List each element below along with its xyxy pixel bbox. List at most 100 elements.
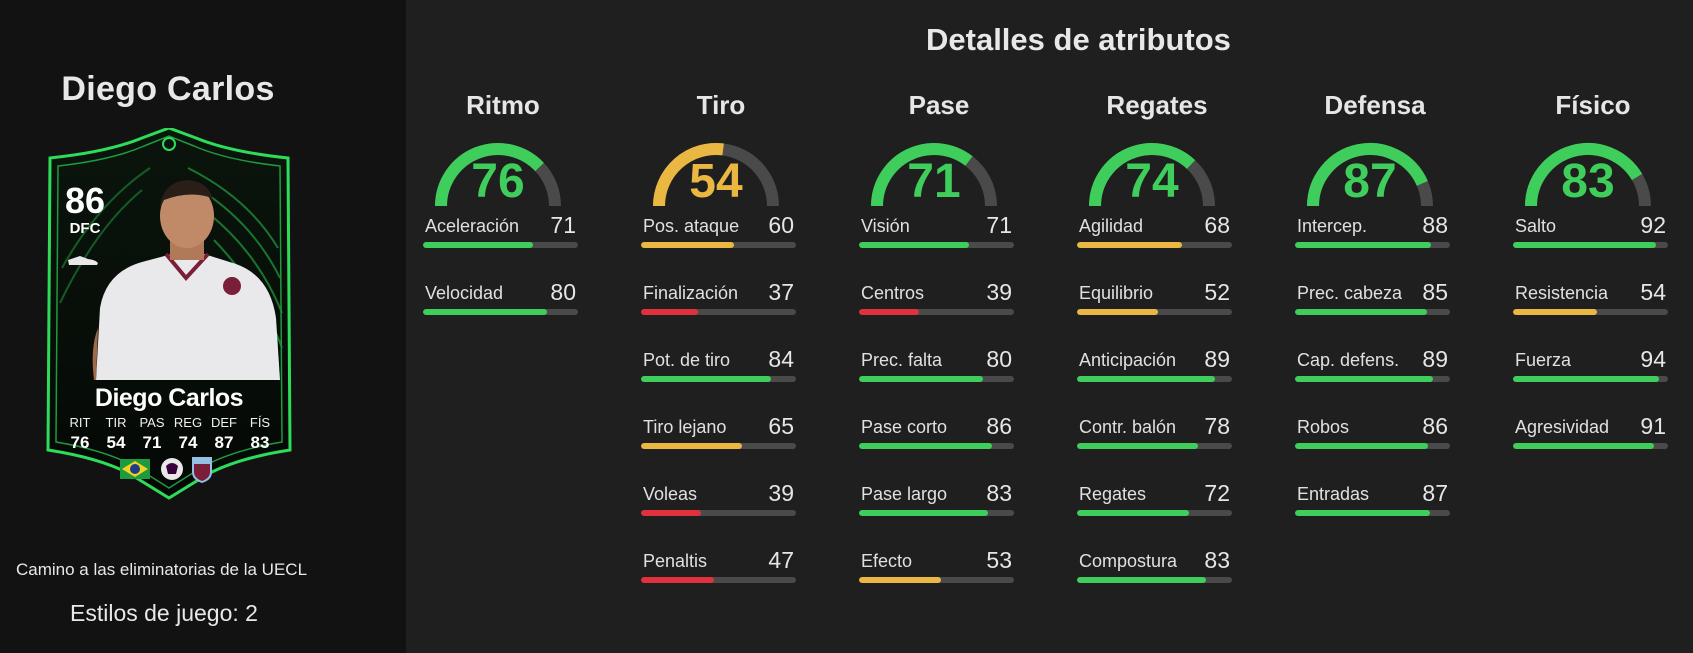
- card-rating: 86: [64, 180, 106, 221]
- attribute-value: 94: [1640, 346, 1666, 372]
- attribute-value: 87: [1422, 480, 1448, 506]
- attribute-name: Intercep.: [1297, 216, 1368, 236]
- attribute-bar: [1295, 376, 1450, 382]
- category-fsico: Físico 83 Salto 92 Resistencia 54 Fuerza 94 Agre…: [1513, 90, 1673, 480]
- category-pase: Pase 71 Visión 71 Centros 39 Prec. falta 80 Pase…: [859, 90, 1019, 614]
- category-value: 74: [1125, 155, 1179, 208]
- attribute-row: Prec. falta 80: [859, 346, 1014, 413]
- attribute-name: Contr. balón: [1079, 417, 1177, 437]
- attribute-bar-fill: [859, 510, 988, 516]
- attribute-row: Tiro lejano 65: [641, 413, 796, 480]
- attribute-value: 91: [1640, 413, 1666, 439]
- card-stat-label: PAS: [139, 415, 165, 430]
- card-badges: [120, 457, 212, 483]
- attribute-bar-fill: [641, 443, 742, 449]
- category-gauge: 54: [641, 130, 801, 212]
- attribute-bar-fill: [423, 309, 547, 315]
- attribute-value: 80: [550, 279, 576, 305]
- attribute-bar: [1513, 376, 1668, 382]
- attribute-row: Pase corto 86: [859, 413, 1014, 480]
- category-value: 71: [907, 155, 961, 208]
- attribute-value: 83: [1204, 547, 1230, 573]
- attribute-value: 37: [768, 279, 794, 305]
- attribute-name: Efecto: [861, 551, 913, 571]
- attribute-bar-fill: [1077, 309, 1158, 315]
- attribute-name: Regates: [1079, 484, 1147, 504]
- attribute-bar: [859, 577, 1014, 583]
- attribute-bar-fill: [859, 577, 942, 583]
- premier-league-icon: [161, 458, 183, 480]
- category-gauge: 74: [1077, 130, 1237, 212]
- playstyles-count[interactable]: Estilos de juego: 2: [70, 600, 258, 626]
- attribute-value: 84: [768, 346, 794, 372]
- category-value: 87: [1343, 155, 1397, 208]
- attribute-row: Agresividad 91: [1513, 413, 1668, 480]
- attribute-row: Cap. defens. 89: [1295, 346, 1450, 413]
- attribute-bar: [859, 443, 1014, 449]
- attribute-row: Resistencia 54: [1513, 279, 1668, 346]
- attribute-row: Finalización 37: [641, 279, 796, 346]
- attribute-value: 65: [768, 413, 794, 439]
- gauge-fill: [653, 143, 724, 207]
- attribute-bar: [641, 443, 796, 449]
- attribute-bar: [641, 510, 796, 516]
- category-value: 76: [471, 155, 525, 208]
- attribute-value: 86: [986, 413, 1012, 439]
- attribute-name: Equilibrio: [1079, 283, 1154, 303]
- card-stat-value: 54: [106, 433, 126, 452]
- gauge-fill: [871, 143, 973, 207]
- attribute-bar-fill: [1077, 376, 1215, 382]
- category-gauge: 83: [1513, 130, 1673, 212]
- player-name-title: Diego Carlos: [61, 70, 275, 108]
- attribute-bar: [1077, 376, 1232, 382]
- attribute-row: Pase largo 83: [859, 480, 1014, 547]
- attribute-row: Regates 72: [1077, 480, 1232, 547]
- attribute-name: Pase corto: [861, 417, 948, 437]
- attribute-row: Centros 39: [859, 279, 1014, 346]
- attribute-value: 39: [768, 480, 794, 506]
- attribute-name: Centros: [861, 283, 925, 303]
- card-stat-label: FÍS: [249, 415, 271, 430]
- attribute-row: Efecto 53: [859, 547, 1014, 614]
- attribute-row: Fuerza 94: [1513, 346, 1668, 413]
- attribute-name: Penaltis: [643, 551, 708, 571]
- brazil-flag-icon: [120, 459, 150, 479]
- attribute-row: Aceleración 71: [423, 212, 578, 279]
- category-defensa: Defensa 87 Intercep. 88 Prec. cabeza 85 Cap. d…: [1295, 90, 1455, 547]
- card-stat-label: RIT: [69, 415, 91, 430]
- category-tiro: Tiro 54 Pos. ataque 60 Finalización 37 Pot. de…: [641, 90, 801, 614]
- attribute-value: 52: [1204, 279, 1230, 305]
- category-name: Físico: [1555, 90, 1631, 120]
- gauge-fill: [1525, 143, 1643, 207]
- attribute-name: Visión: [861, 216, 910, 236]
- category-value: 54: [689, 155, 743, 208]
- attribute-bar: [1295, 242, 1450, 248]
- attribute-row: Visión 71: [859, 212, 1014, 279]
- attribute-bar-fill: [859, 309, 920, 315]
- card-stat-def: DEF 87: [208, 415, 240, 453]
- attribute-bar: [859, 309, 1014, 315]
- attribute-row: Robos 86: [1295, 413, 1450, 480]
- attribute-bar-fill: [859, 242, 970, 248]
- category-gauge: 71: [859, 130, 1019, 212]
- attribute-value: 53: [986, 547, 1012, 573]
- attribute-bar-fill: [423, 242, 534, 248]
- card-stat-tir: TIR 54: [100, 415, 132, 453]
- attribute-row: Prec. cabeza 85: [1295, 279, 1450, 346]
- player-card[interactable]: 86 DFC Diego Carlos RIT 76 TIR 54 PA: [38, 128, 300, 502]
- attribute-name: Aceleración: [425, 216, 520, 236]
- card-stat-value: 76: [70, 433, 90, 452]
- attribute-name: Agresividad: [1515, 417, 1610, 437]
- attribute-bar-fill: [641, 309, 699, 315]
- category-name: Defensa: [1324, 90, 1426, 120]
- attribute-bar: [1077, 309, 1232, 315]
- attribute-value: 60: [768, 212, 794, 238]
- category-gauge: 76: [423, 130, 583, 212]
- attribute-row: Intercep. 88: [1295, 212, 1450, 279]
- card-stat-pas: PAS 71: [136, 415, 168, 453]
- card-stats: RIT 76 TIR 54 PAS 71 REG 74 DEF 87 FÍS 8…: [64, 415, 276, 453]
- card-stat-label: TIR: [105, 415, 127, 430]
- attribute-name: Prec. cabeza: [1297, 283, 1403, 303]
- attribute-bar: [859, 510, 1014, 516]
- attribute-bar-fill: [1077, 443, 1198, 449]
